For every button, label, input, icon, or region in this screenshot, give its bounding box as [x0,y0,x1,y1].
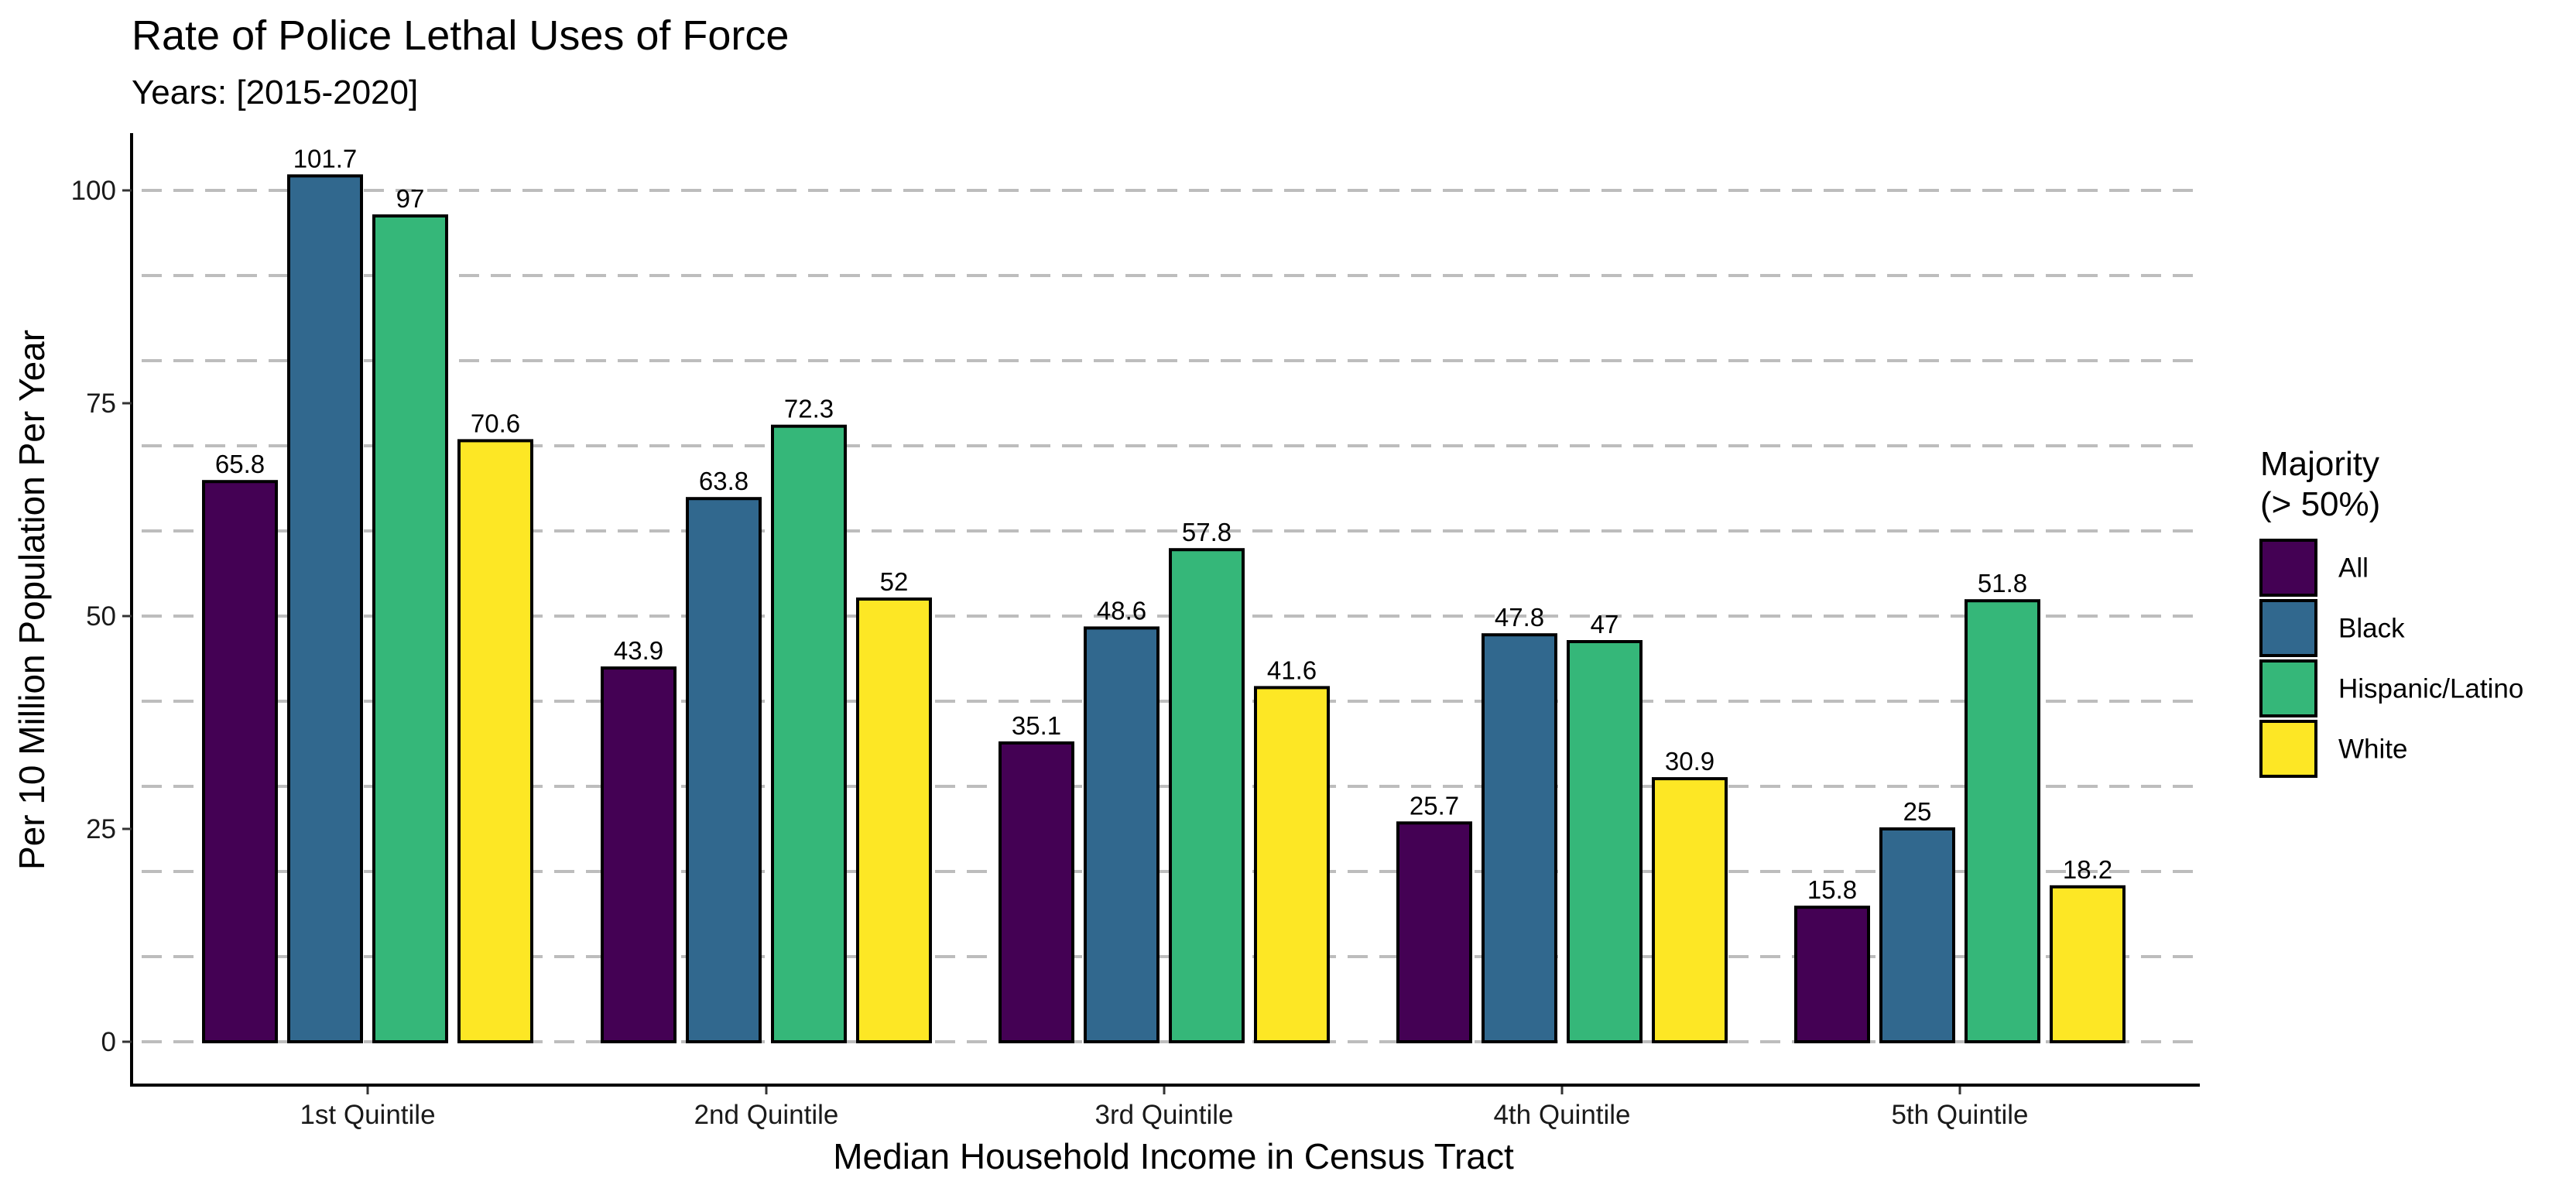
bar-value-label: 101.7 [293,144,358,173]
bar [1879,827,1955,1043]
legend-key [2259,720,2317,778]
legend-title-line2: (> 50%) [2260,485,2380,523]
bar [1084,626,1160,1043]
bar-value-label: 30.9 [1665,747,1714,776]
chart-title: Rate of Police Lethal Uses of Force [132,12,789,59]
bar [1254,686,1330,1044]
x-axis-title: Median Household Income in Census Tract [833,1136,1514,1176]
legend: Majority (> 50%) All Black Hispanic/Latino… [2259,445,2523,778]
bar-value-label: 25.7 [1410,791,1459,820]
y-axis-title: Per 10 Million Population Per Year [12,330,52,870]
x-tick-label: 3rd Quintile [1095,1100,1234,1130]
legend-label: White [2338,734,2407,765]
bar-value-label: 63.8 [699,467,748,495]
bar-value-label: 51.8 [1978,569,2027,598]
bar [1652,777,1728,1043]
bar-value-label: 15.8 [1807,875,1857,904]
bar [686,497,762,1043]
bar-value-label: 47.8 [1495,603,1544,632]
legend-label: Black [2338,614,2405,644]
bar [457,439,533,1043]
legend-key [2259,659,2317,717]
bar [771,424,847,1043]
bar-value-label: 65.8 [215,450,265,478]
bar [601,666,677,1043]
bar [1567,640,1643,1043]
legend-label: Hispanic/Latino [2338,674,2523,704]
legend-title-line1: Majority [2260,445,2379,483]
chart-subtitle: Years: [2015-2020] [132,74,418,111]
x-tick-label: 5th Quintile [1891,1100,2028,1130]
bar-value-label: 18.2 [2063,855,2112,884]
x-tick-label: 1st Quintile [300,1100,435,1130]
y-tick-label: 0 [101,1027,116,1057]
bar [856,598,932,1043]
bar [1794,906,1870,1043]
bar [1482,633,1557,1043]
bar-value-label: 52 [880,567,909,596]
y-tick-label: 100 [71,176,116,206]
bar-value-label: 35.1 [1012,711,1061,740]
data-labels: 65.8 101.7 97 70.6 43.9 63.8 72.3 52 35.1 48.6 57.… [215,144,2112,904]
bar-value-label: 57.8 [1182,518,1231,546]
bar-value-label: 48.6 [1097,596,1146,625]
y-tick-label: 75 [86,389,116,419]
legend-key [2259,599,2317,657]
bars [202,174,2126,1044]
bar-value-label: 47 [1591,610,1619,639]
axes: 1st Quintile 2nd Quintile 3rd Quintile 4th … [71,133,2200,1130]
x-tick-label: 2nd Quintile [694,1100,839,1130]
y-tick-label: 25 [86,814,116,844]
bar-value-label: 70.6 [471,409,520,437]
bar [2050,885,2126,1044]
bar-value-label: 25 [1903,797,1932,826]
y-tick-label: 50 [86,601,116,632]
bar [202,480,278,1043]
bar [1965,599,2040,1043]
bar-value-label: 97 [396,184,425,213]
bar [1169,548,1245,1043]
bar [1396,821,1472,1044]
bar-value-label: 72.3 [784,395,834,423]
bar [999,741,1074,1044]
bar [287,174,363,1043]
legend-key [2259,539,2317,597]
bar-value-label: 43.9 [614,636,663,665]
legend-label: All [2338,553,2369,584]
x-tick-label: 4th Quintile [1493,1100,1630,1130]
bar [372,214,448,1043]
bar-value-label: 41.6 [1267,656,1317,684]
